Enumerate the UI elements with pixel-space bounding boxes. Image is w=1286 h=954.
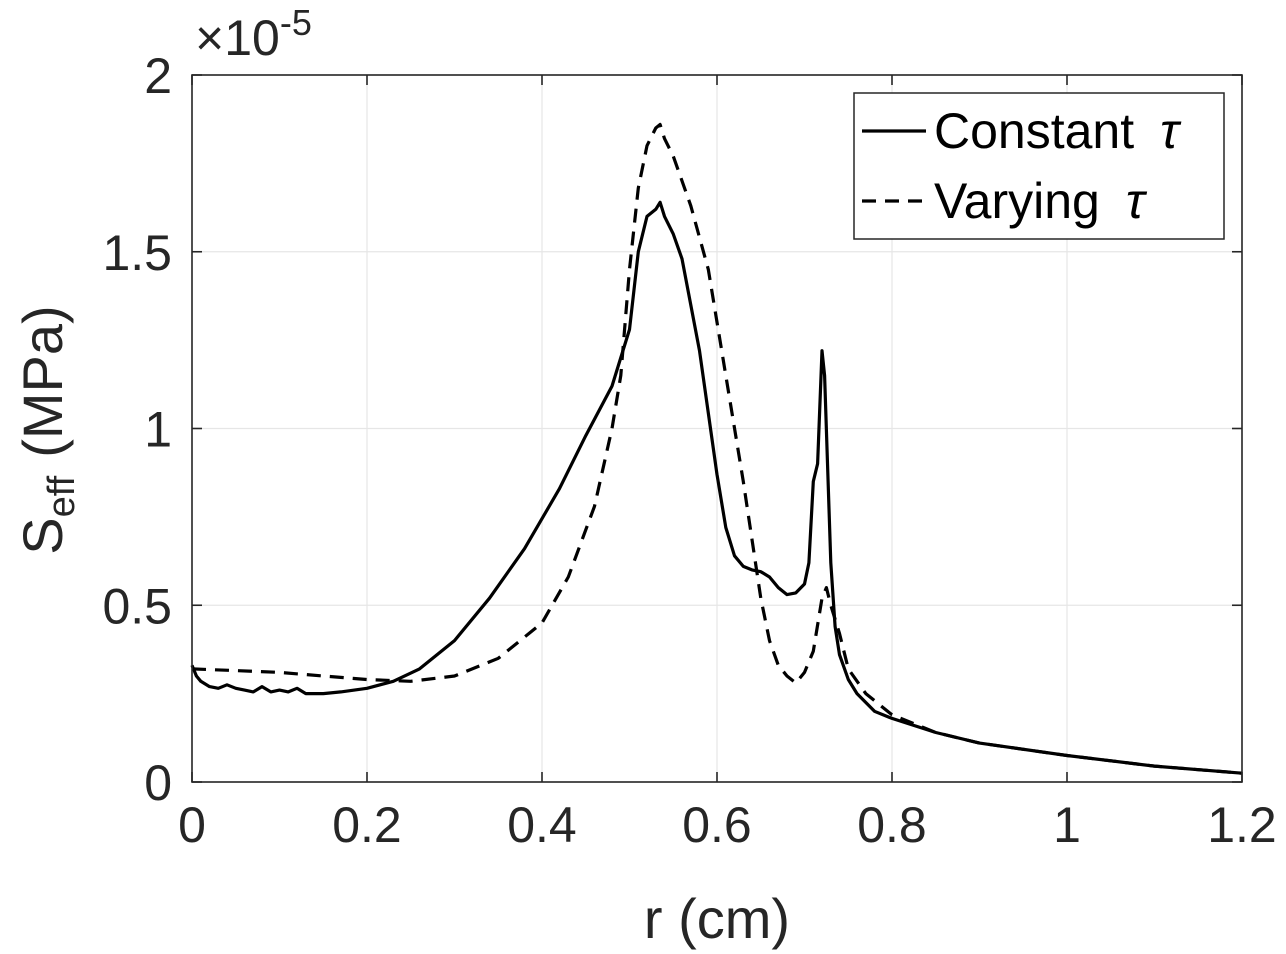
svg-text:Seff(MPa): Seff (MPa) xyxy=(11,305,83,554)
legend-label-constant: Constant τ xyxy=(934,103,1182,159)
y-tick-label: 0 xyxy=(144,755,172,811)
y-tick-label: 1 xyxy=(144,402,172,458)
ticks xyxy=(191,74,1243,783)
x-axis-label: r (cm) xyxy=(644,887,790,950)
series-layer xyxy=(190,122,1243,775)
y-axis-label-sub: eff xyxy=(41,475,83,517)
x-tick-label: 0.6 xyxy=(682,797,752,853)
y-exponent-label: ×10-5 xyxy=(195,2,312,66)
legend: Constant τ Varying τ xyxy=(853,92,1225,240)
y-axis-label: Seff (MPa) xyxy=(11,305,83,554)
series-line-varying xyxy=(191,122,1243,775)
x-tick-label: 0.4 xyxy=(507,797,577,853)
legend-box xyxy=(853,92,1225,240)
series-line-constant xyxy=(190,200,1243,775)
x-tick-label: 1.2 xyxy=(1207,797,1277,853)
y-tick-label: 1.5 xyxy=(102,225,172,281)
x-tick-label: 1 xyxy=(1053,797,1081,853)
y-axis-label-unit: (MPa) xyxy=(11,305,74,457)
x-tick-label: 0 xyxy=(178,797,206,853)
y-tick-label: 0.5 xyxy=(102,578,172,634)
x-tick-label: 0.2 xyxy=(332,797,402,853)
legend-label-varying: Varying τ xyxy=(934,173,1148,229)
x-tick-label: 0.8 xyxy=(857,797,927,853)
y-tick-label: 2 xyxy=(144,48,172,104)
y-axis-label-main: S xyxy=(11,517,74,554)
tick-labels: 0 0.2 0.4 0.6 0.8 1 1.2 0 0.5 1 1.5 2 xyxy=(102,48,1276,853)
